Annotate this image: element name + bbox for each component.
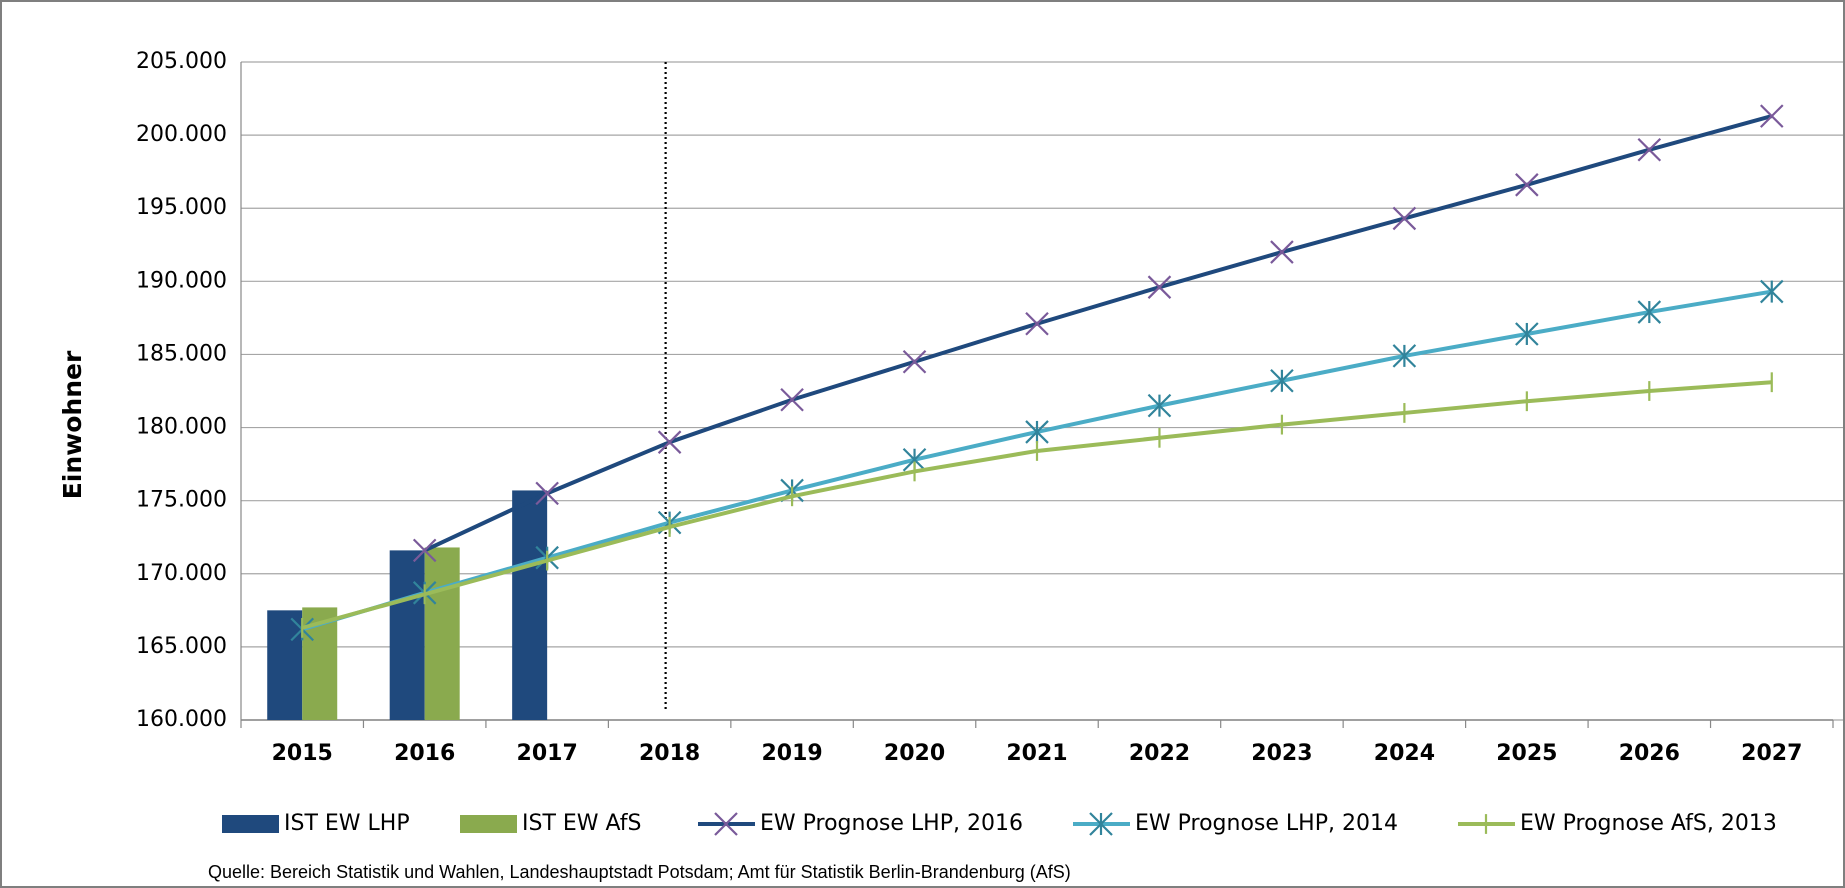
y-tick-label: 195.000	[136, 195, 227, 220]
marker	[1147, 393, 1172, 418]
marker	[535, 481, 559, 506]
bar	[512, 490, 548, 720]
marker	[1392, 206, 1417, 231]
marker	[1759, 279, 1784, 304]
x-tick-label: 2016	[394, 741, 455, 766]
marker	[1270, 368, 1294, 393]
x-tick-label: 2020	[884, 741, 945, 766]
marker	[1147, 275, 1172, 299]
y-tick-label: 180.000	[136, 415, 227, 440]
y-tick-label: 200.000	[136, 122, 227, 147]
marker	[902, 349, 927, 374]
legend-label: IST EW LHP	[284, 811, 410, 836]
y-tick-label: 170.000	[136, 561, 227, 586]
marker	[1759, 104, 1784, 128]
y-tick-label: 185.000	[136, 341, 227, 366]
y-tick-label: 165.000	[136, 634, 227, 659]
marker	[1392, 344, 1417, 368]
y-axis-label: Einwohner	[58, 350, 87, 499]
y-tick-label: 175.000	[136, 488, 227, 513]
marker	[1025, 311, 1049, 336]
x-tick-label: 2021	[1006, 741, 1067, 766]
legend-marker	[714, 812, 738, 836]
legend-swatch	[460, 815, 517, 833]
marker	[780, 387, 804, 412]
legend-label: EW Prognose LHP, 2016	[760, 811, 1023, 836]
bar	[267, 610, 303, 720]
y-tick-label: 160.000	[136, 707, 227, 732]
x-tick-label: 2015	[272, 741, 333, 766]
marker	[1515, 173, 1539, 197]
x-tick-label: 2022	[1129, 741, 1190, 766]
legend-label: IST EW AfS	[522, 811, 642, 836]
marker	[1270, 240, 1294, 264]
x-tick-label: 2025	[1496, 741, 1557, 766]
x-tick-label: 2026	[1619, 741, 1680, 766]
marker	[1637, 137, 1662, 162]
marker	[657, 430, 682, 454]
marker	[1515, 322, 1539, 346]
x-tick-label: 2024	[1374, 741, 1435, 766]
x-tick-label: 2027	[1741, 741, 1802, 766]
legend-label: EW Prognose AfS, 2013	[1520, 811, 1777, 836]
x-tick-label: 2018	[639, 741, 700, 766]
x-tick-label: 2023	[1251, 741, 1312, 766]
line	[423, 114, 1773, 553]
y-tick-label: 205.000	[136, 49, 227, 74]
legend-swatch	[222, 815, 279, 833]
bar	[389, 550, 425, 720]
marker	[1025, 420, 1049, 444]
legend-label: EW Prognose LHP, 2014	[1135, 811, 1398, 836]
x-tick-label: 2017	[517, 741, 578, 766]
source-note: Quelle: Bereich Statistik und Wahlen, La…	[208, 862, 1071, 882]
x-tick-label: 2019	[761, 741, 822, 766]
marker	[412, 538, 437, 563]
marker	[1637, 300, 1662, 324]
bar	[424, 547, 460, 720]
legend-marker	[1089, 812, 1113, 836]
y-tick-label: 190.000	[136, 268, 227, 293]
